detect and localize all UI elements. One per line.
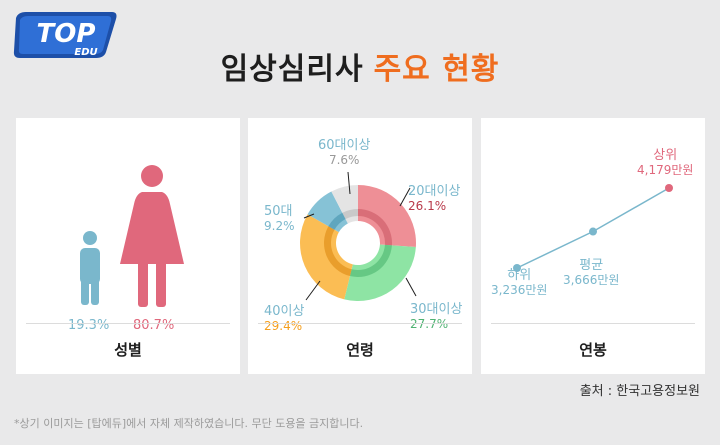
age-30-label: 30대이상 27.7% xyxy=(410,302,463,331)
age-panel: 60대이상 7.6% 50대 9.2% 20대이상 26.1% 30대이상 27… xyxy=(248,118,472,374)
child-figure-icon xyxy=(80,231,100,305)
gender-adult-value: 80.7% xyxy=(133,318,175,333)
age-60-label: 60대이상 7.6% xyxy=(318,138,371,167)
age-ring-4 xyxy=(342,209,358,220)
svg-text:EDU: EDU xyxy=(74,47,97,58)
salary-panel: 하위 3,236만원 평균 3,666만원 상위 4,179만원 연봉 xyxy=(481,118,705,374)
gender-panel: 19.3% 80.7% 성별 xyxy=(16,118,240,374)
svg-text:TOP: TOP xyxy=(37,19,96,49)
salary-divider xyxy=(491,323,695,324)
page-title: 임상심리사 주요 현황 xyxy=(0,44,720,88)
salary-mid-label: 평균 3,666만원 xyxy=(563,258,620,287)
age-slice-1 xyxy=(344,244,416,301)
salary-high-label: 상위 4,179만원 xyxy=(637,148,694,177)
age-ring-3 xyxy=(328,212,346,230)
salary-point-2 xyxy=(665,184,673,192)
title-accent: 주요 현황 xyxy=(373,52,500,87)
age-slice-2 xyxy=(300,214,353,300)
age-slice-0 xyxy=(358,185,416,248)
gender-label: 성별 xyxy=(114,341,142,359)
disclaimer-note: *상기 이미지는 [탑에듀]에서 자체 제작하였습니다. 무단 도용을 금지합니… xyxy=(14,417,364,430)
salary-point-0 xyxy=(513,264,521,272)
salary-point-1 xyxy=(589,227,597,236)
gender-figures xyxy=(80,165,184,307)
age-donut-chart xyxy=(300,171,417,301)
topedu-logo: TOP EDU xyxy=(10,8,118,64)
title-main: 임상심리사 xyxy=(220,52,364,87)
age-40-label: 40이상 29.4% xyxy=(264,304,305,333)
age-20-label: 20대이상 26.1% xyxy=(408,184,461,213)
source-note: 출처 : 한국고용정보원 xyxy=(579,384,700,399)
age-label: 연령 xyxy=(346,341,374,359)
age-ring-2 xyxy=(324,226,352,277)
gender-child-value: 19.3% xyxy=(68,318,110,333)
salary-label: 연봉 xyxy=(579,341,607,359)
adult-figure-icon xyxy=(120,165,184,307)
age-ring-1 xyxy=(349,244,392,277)
age-ring-0 xyxy=(358,209,392,246)
salary-low-label: 하위 3,236만원 xyxy=(491,268,548,297)
salary-line-chart xyxy=(513,184,673,272)
gender-divider xyxy=(26,323,230,324)
age-50-label: 50대 9.2% xyxy=(264,204,295,233)
age-divider xyxy=(258,323,462,324)
